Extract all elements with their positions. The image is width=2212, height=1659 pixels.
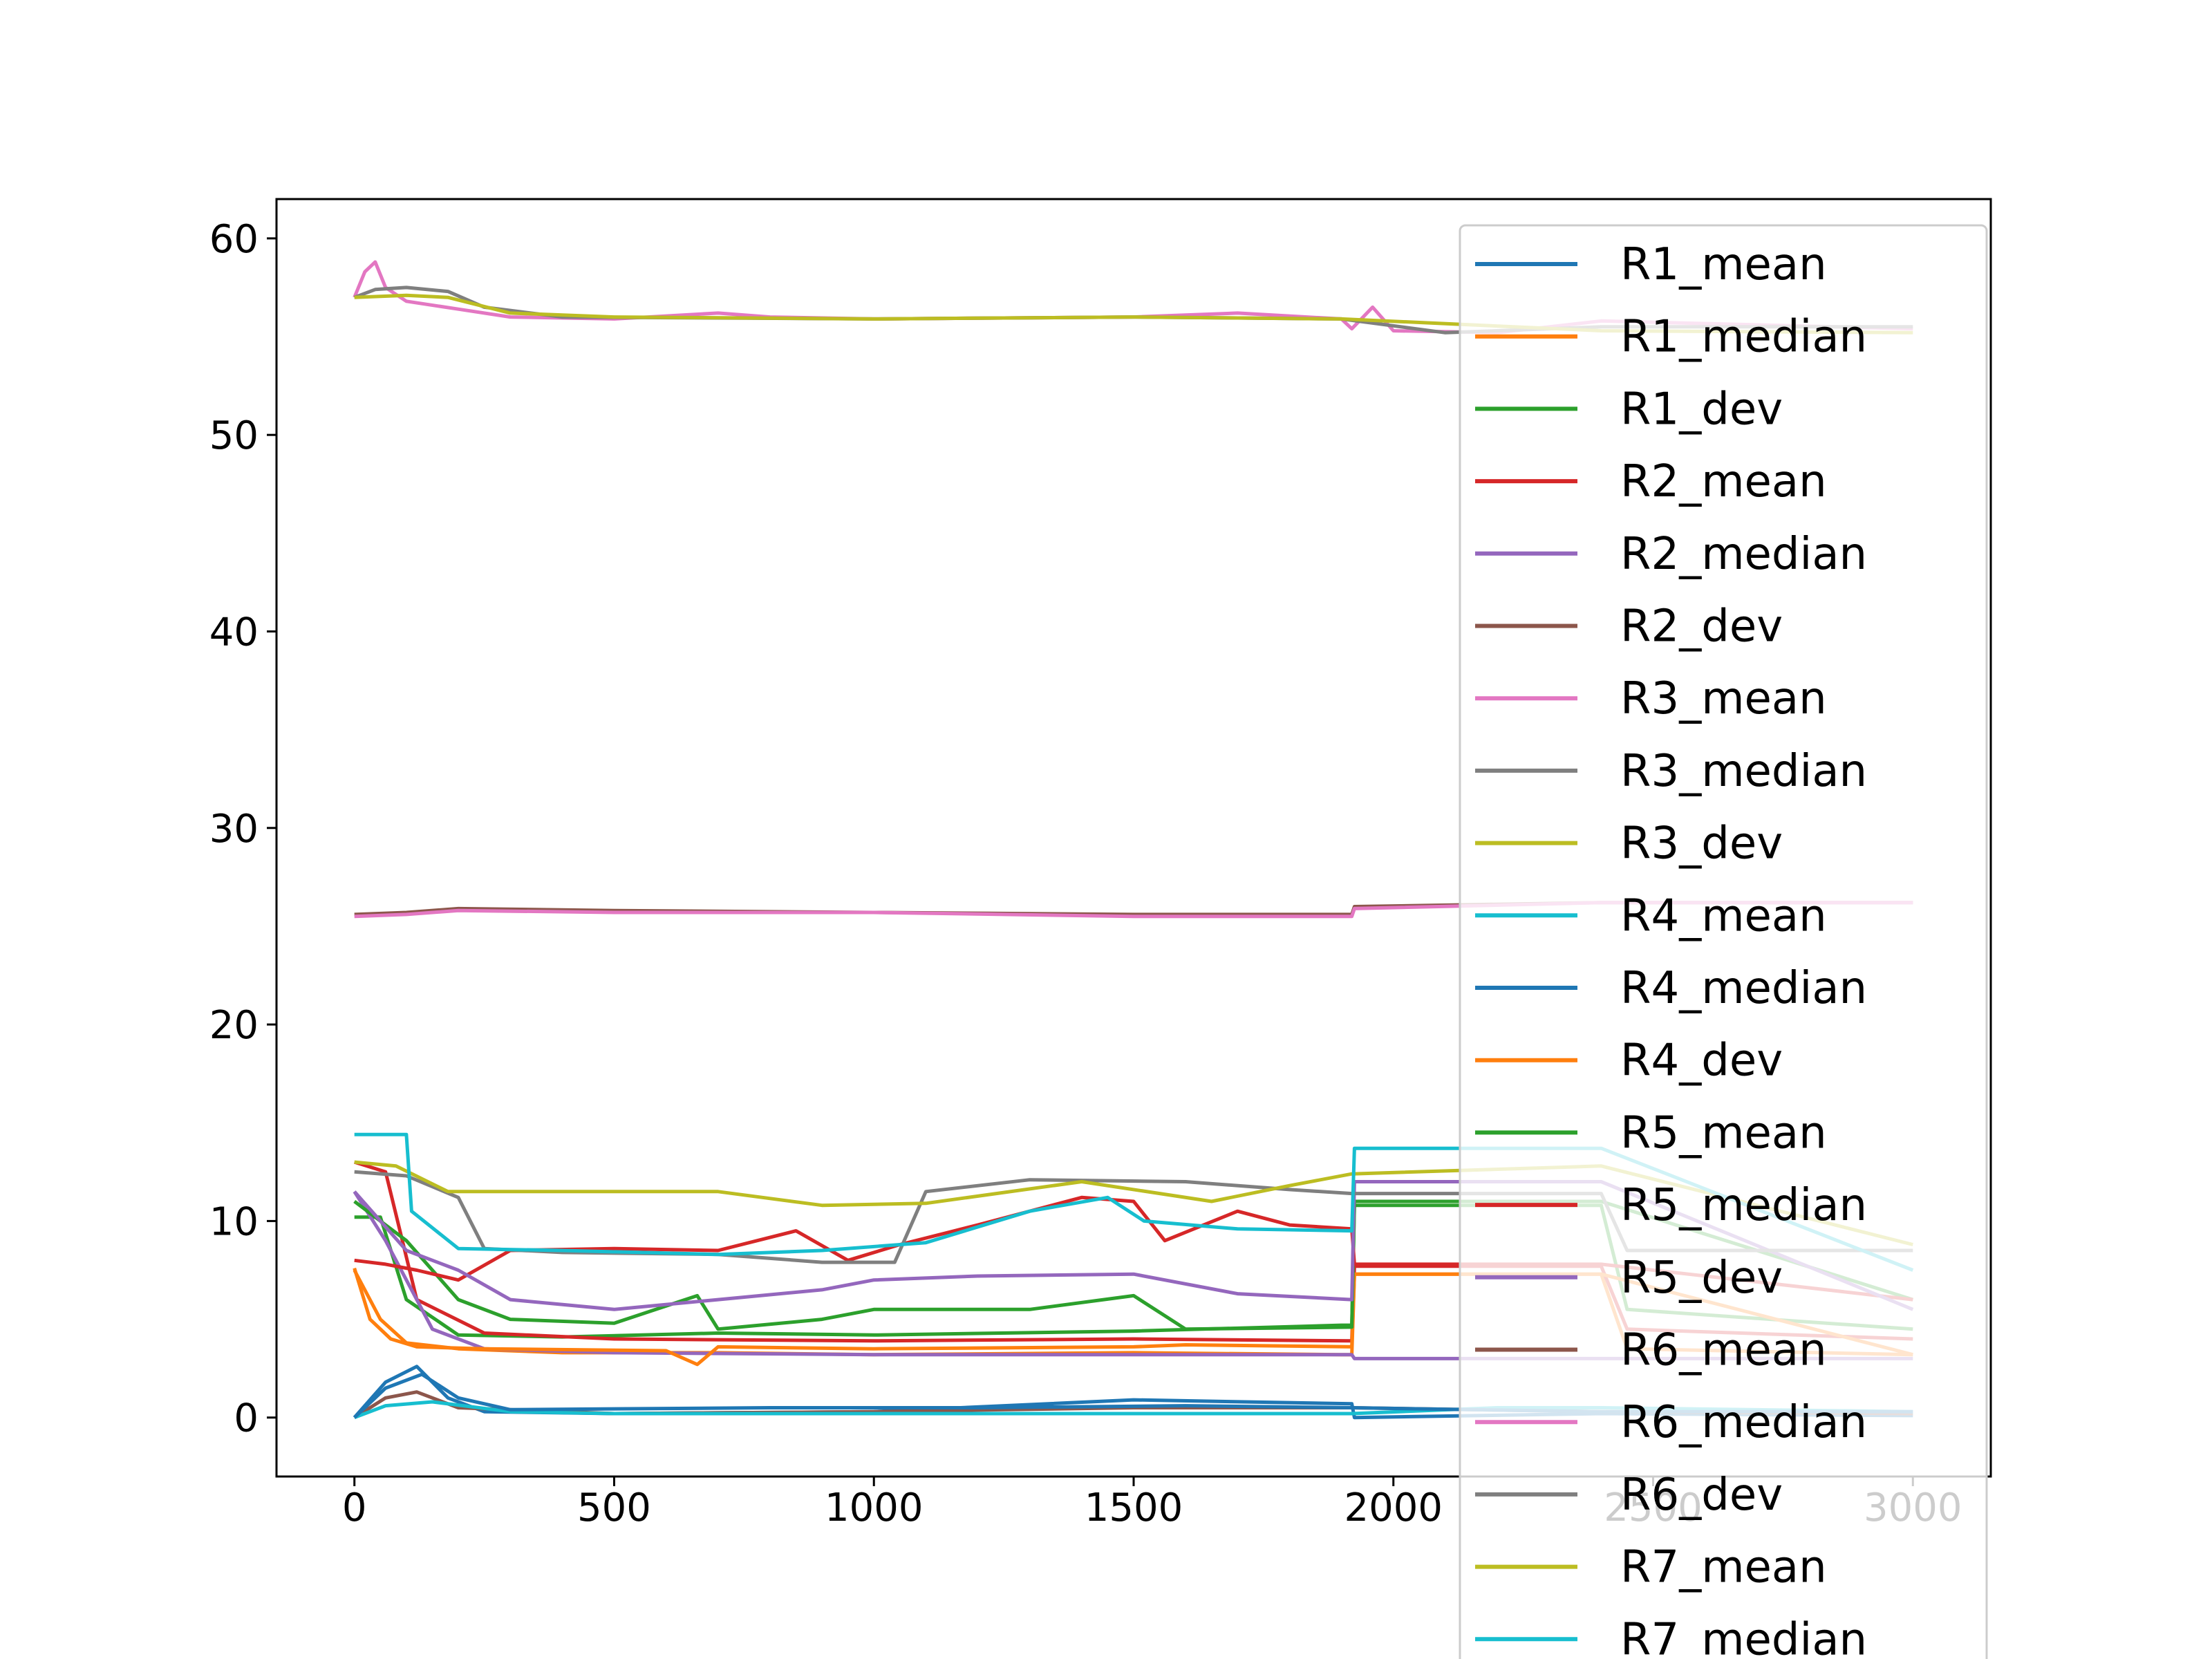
- legend-label-R4_dev: R4_dev: [1620, 1035, 1783, 1087]
- legend-label-R2_dev: R2_dev: [1620, 601, 1783, 653]
- legend-label-R7_median: R7_median: [1620, 1614, 1867, 1659]
- y-tick-label: 60: [209, 217, 259, 262]
- legend-box: [1459, 224, 1988, 1659]
- legend-label-R3_dev: R3_dev: [1620, 818, 1783, 870]
- legend-label-R6_mean: R6_mean: [1620, 1325, 1827, 1376]
- x-tick-label: 0: [342, 1485, 367, 1530]
- y-tick-label: 0: [234, 1396, 259, 1441]
- y-tick-label: 30: [209, 807, 259, 852]
- x-tick-label: 2000: [1344, 1485, 1443, 1530]
- x-tick-label: 1000: [825, 1485, 924, 1530]
- legend-label-R1_dev: R1_dev: [1620, 384, 1783, 435]
- legend-label-R2_mean: R2_mean: [1620, 456, 1827, 507]
- y-tick-label: 20: [209, 1003, 259, 1048]
- series-line-R7_median: [354, 1132, 1914, 1272]
- legend-label-R4_mean: R4_mean: [1620, 890, 1827, 941]
- series-line-R2_median: [353, 1190, 1913, 1360]
- x-tick-label: 1500: [1085, 1485, 1183, 1530]
- series-line-R7_mean: [354, 1160, 1913, 1246]
- legend-label-R3_median: R3_median: [1620, 746, 1867, 797]
- legend-label-R6_dev: R6_dev: [1620, 1470, 1783, 1521]
- legend-label-R6_median: R6_median: [1620, 1397, 1867, 1448]
- y-tick-label: 10: [209, 1199, 259, 1244]
- series-lines: [353, 260, 1914, 1420]
- legend-label-R1_median: R1_median: [1620, 312, 1867, 363]
- y-axis-ticks: 0 10 20 30 40 50 60: [209, 217, 276, 1441]
- legend: R1_mean R1_median R1_dev R2_mean R2_median R2…: [1459, 224, 1988, 1659]
- y-tick-label: 50: [209, 413, 259, 458]
- legend-label-R5_dev: R5_dev: [1620, 1253, 1783, 1304]
- y-tick-label: 40: [209, 610, 259, 655]
- legend-label-R1_mean: R1_mean: [1620, 239, 1827, 290]
- legend-label-R3_mean: R3_mean: [1620, 673, 1827, 724]
- x-tick-label: 500: [577, 1485, 651, 1530]
- legend-label-R2_median: R2_median: [1620, 529, 1867, 580]
- legend-label-R4_median: R4_median: [1620, 963, 1867, 1014]
- legend-label-R5_mean: R5_mean: [1620, 1107, 1827, 1159]
- legend-label-R7_mean: R7_mean: [1620, 1542, 1827, 1593]
- legend-label-R5_median: R5_median: [1620, 1180, 1867, 1231]
- series-line-R4_median: [353, 1372, 1913, 1419]
